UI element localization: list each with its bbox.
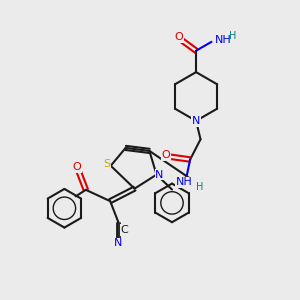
- Text: N: N: [114, 238, 123, 248]
- Text: H: H: [230, 32, 237, 41]
- Text: O: O: [161, 150, 170, 160]
- Text: H: H: [196, 182, 203, 193]
- Text: O: O: [73, 162, 81, 172]
- Text: N: N: [192, 116, 200, 126]
- Text: NH: NH: [215, 35, 232, 45]
- Text: N: N: [155, 170, 164, 180]
- Text: S: S: [103, 159, 111, 169]
- Text: NH: NH: [176, 177, 193, 188]
- Text: O: O: [174, 32, 183, 42]
- Text: C: C: [120, 225, 128, 235]
